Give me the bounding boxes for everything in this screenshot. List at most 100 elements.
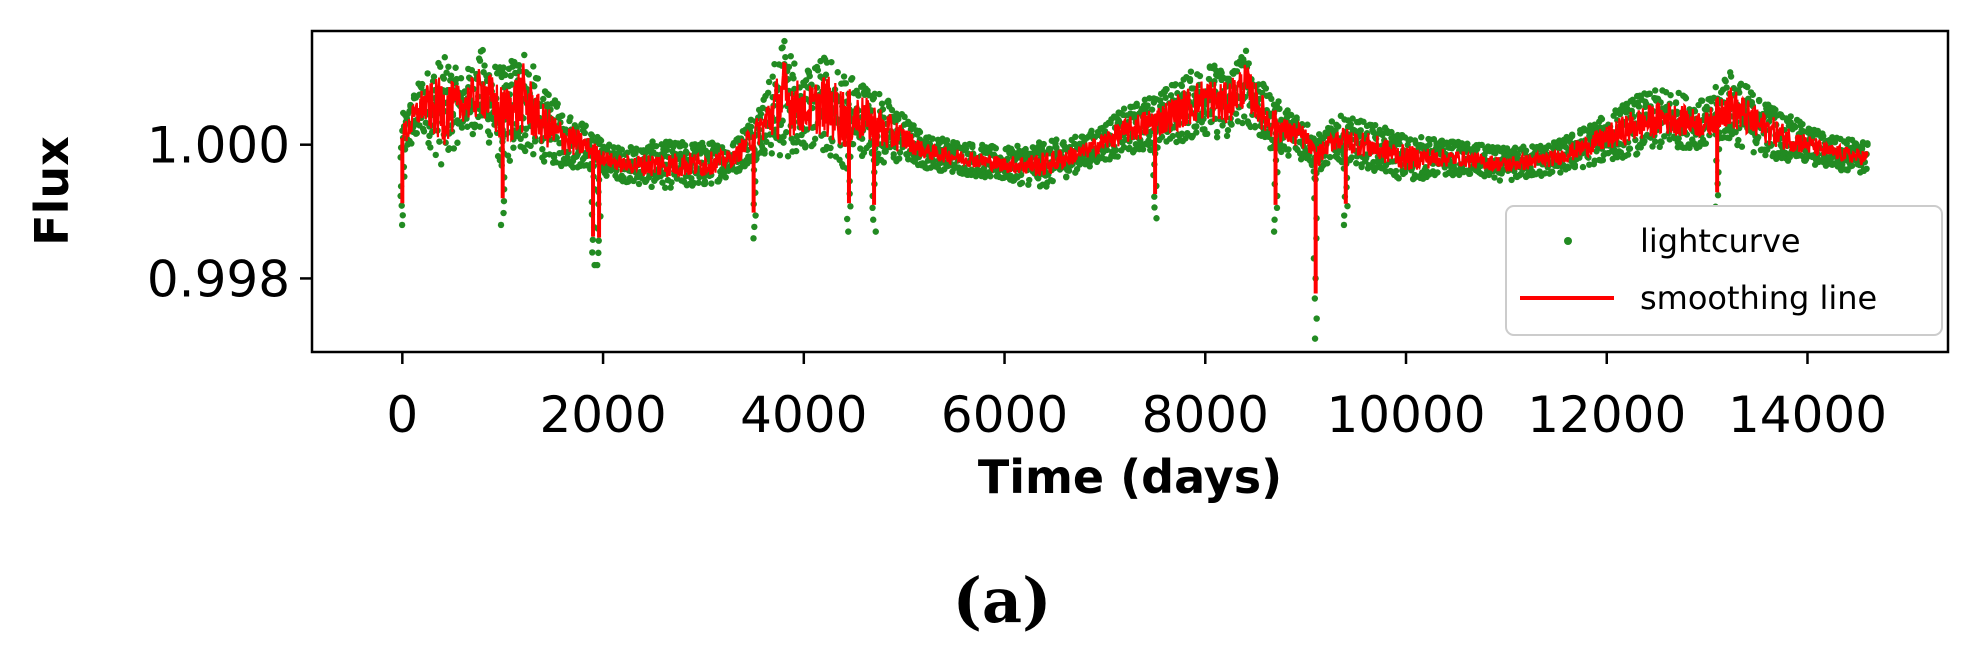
lightcurve-point — [1635, 103, 1643, 110]
lightcurve-point — [447, 72, 455, 79]
lightcurve-dip-point — [1714, 192, 1722, 199]
lightcurve-point — [792, 147, 800, 155]
lightcurve-point — [943, 137, 951, 144]
lightcurve-point — [878, 100, 886, 107]
lightcurve-point — [765, 78, 773, 86]
legend-smoothing-label: smoothing line — [1640, 279, 1877, 317]
x-axis-label: Time (days) — [978, 450, 1282, 504]
lightcurve-point — [481, 62, 488, 69]
lightcurve-point — [1658, 139, 1665, 146]
lightcurve-point — [1762, 151, 1769, 159]
lightcurve-point — [1218, 69, 1225, 77]
lightcurve-point — [1018, 179, 1026, 187]
lightcurve-point — [1712, 83, 1719, 91]
lightcurve-point — [1646, 90, 1654, 97]
lightcurve-point — [1418, 134, 1425, 141]
lightcurve-dip-point — [500, 197, 508, 205]
lightcurve-dip-point — [751, 223, 758, 231]
lightcurve-point — [521, 131, 529, 139]
lightcurve-point — [790, 75, 797, 82]
lightcurve-dip-point — [1153, 215, 1160, 222]
lightcurve-point — [860, 149, 868, 156]
lightcurve-point — [916, 128, 924, 136]
lightcurve-point — [1478, 141, 1485, 149]
lightcurve-dip-point — [847, 203, 854, 210]
lightcurve-point — [1182, 135, 1189, 142]
lightcurve-point — [1245, 60, 1252, 67]
lightcurve-point — [1568, 132, 1576, 140]
lightcurve-point — [521, 51, 528, 59]
lightcurve-point — [1571, 161, 1579, 169]
lightcurve-point — [1349, 115, 1356, 122]
lightcurve-point — [461, 88, 468, 95]
lightcurve-point — [1213, 67, 1220, 74]
lightcurve-point — [1112, 146, 1120, 154]
lightcurve-point — [1223, 132, 1231, 140]
lightcurve-point — [1285, 152, 1292, 159]
lightcurve-point — [1241, 113, 1248, 120]
lightcurve-point — [1114, 153, 1121, 160]
lightcurve-point — [1370, 128, 1377, 136]
lightcurve-point — [1722, 78, 1729, 85]
lightcurve-dip-point — [500, 209, 507, 217]
x-tick-label-12000: 12000 — [1527, 386, 1686, 444]
lightcurve-point — [895, 155, 903, 162]
lightcurve-point — [1750, 149, 1757, 156]
lightcurve-dip-point — [1151, 193, 1158, 200]
lightcurve-point — [1310, 135, 1317, 142]
x-axis: 0 2000 4000 6000 8000 10000 12000 14000 — [386, 352, 1887, 444]
panel-label: (a) — [953, 564, 1052, 637]
lightcurve-point — [1686, 144, 1693, 152]
lightcurve-point — [1035, 175, 1042, 182]
lightcurve-point — [484, 116, 492, 123]
lightcurve-point — [476, 57, 484, 64]
lightcurve-point — [517, 135, 524, 143]
lightcurve-point — [1727, 73, 1735, 80]
lightcurve-point — [802, 77, 810, 84]
lightcurve-point — [648, 183, 655, 191]
lightcurve-point — [1617, 149, 1625, 156]
lightcurve-point — [855, 92, 862, 99]
lightcurve-point — [1262, 85, 1270, 92]
lightcurve-point — [1395, 175, 1402, 182]
lightcurve-point — [1163, 86, 1170, 93]
lightcurve-point — [1799, 120, 1806, 128]
lightcurve-dip-point — [1273, 204, 1281, 212]
lightcurve-point — [783, 129, 790, 136]
lightcurve-point — [1211, 78, 1218, 85]
lightcurve-point — [1652, 138, 1659, 145]
lightcurve-point — [562, 126, 570, 133]
lightcurve-point — [1698, 97, 1706, 104]
lightcurve-point — [1213, 128, 1221, 136]
lightcurve-point — [1378, 158, 1385, 165]
lightcurve-point — [531, 82, 538, 90]
lightcurve-point — [427, 144, 434, 151]
lightcurve-point — [1549, 168, 1556, 175]
lightcurve-point — [525, 71, 532, 78]
lightcurve-point — [430, 73, 438, 80]
lightcurve-point — [510, 144, 517, 151]
lightcurve-point — [1203, 130, 1211, 138]
lightcurve-dip-point — [1340, 221, 1348, 229]
lightcurve-point — [1126, 144, 1133, 152]
lightcurve-point — [1579, 163, 1587, 171]
lightcurve-point — [618, 146, 626, 153]
lightcurve-point — [530, 150, 537, 158]
lightcurve-point — [876, 90, 883, 98]
lightcurve-point — [780, 139, 787, 146]
lightcurve-point — [811, 135, 819, 143]
lightcurve-point — [1426, 141, 1433, 148]
lightcurve-point — [1358, 163, 1365, 171]
legend: lightcurve smoothing line — [1505, 205, 1943, 336]
lightcurve-point — [437, 161, 445, 168]
lightcurve-point — [437, 63, 444, 70]
lightcurve-point — [1864, 141, 1871, 148]
lightcurve-point — [567, 114, 574, 121]
lightcurve-point — [910, 122, 917, 129]
x-tick-label-6000: 6000 — [941, 386, 1068, 444]
lightcurve-point — [1072, 133, 1079, 141]
lightcurve-dip-point — [1271, 216, 1278, 223]
x-tick-label-10000: 10000 — [1326, 386, 1485, 444]
lightcurve-dip-point — [1311, 335, 1319, 342]
